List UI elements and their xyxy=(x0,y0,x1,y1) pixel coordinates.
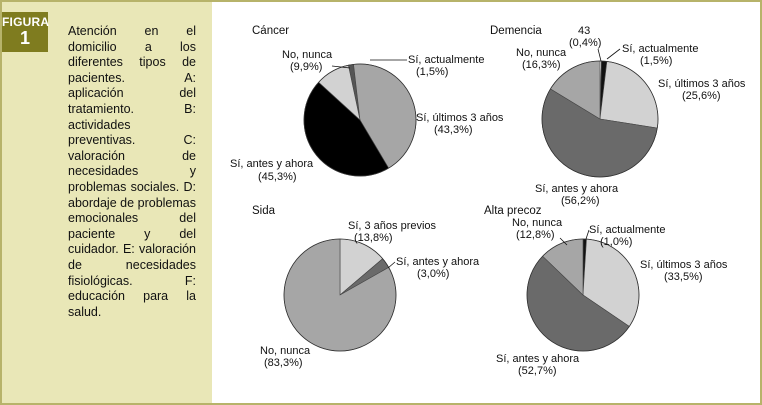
slice-value: (0,4%) xyxy=(569,37,601,49)
slice-value: (1,0%) xyxy=(600,236,632,248)
slice-label: Sí, actualmente xyxy=(622,43,698,55)
chart-alta-precoz: Alta precoz Sí, actualmente (1,0%) Sí, ú… xyxy=(484,205,728,377)
slice-label: Sí, antes y ahora xyxy=(396,256,480,268)
slice-value: (9,9%) xyxy=(290,61,322,73)
slice-label: No, nunca xyxy=(516,47,567,59)
slice-value: (43,3%) xyxy=(434,124,473,136)
slice-label: No, nunca xyxy=(282,49,333,61)
leader-line xyxy=(559,237,568,246)
slice-label: Sí, 3 años previos xyxy=(348,220,437,232)
slice-value: (13,8%) xyxy=(354,232,393,244)
slice-label: Sí, antes y ahora xyxy=(230,158,314,170)
slice-label: Sí, antes y ahora xyxy=(496,353,580,365)
pie-outline xyxy=(541,60,659,178)
pie-outline xyxy=(526,238,640,352)
slice-label: Sí, últimos 3 años xyxy=(416,112,504,124)
slice-value: (12,8%) xyxy=(516,229,555,241)
slice-value: (45,3%) xyxy=(258,171,297,183)
chart-title: Sida xyxy=(252,205,276,217)
slice-value: (1,5%) xyxy=(640,55,672,67)
pie-charts: Cáncer Sí, actualmente (1,5%) Sí, último… xyxy=(230,25,746,377)
slice-label: 43 xyxy=(578,25,590,37)
slice-value: (56,2%) xyxy=(561,195,600,207)
slice-value: (16,3%) xyxy=(522,59,561,71)
leader-line xyxy=(331,65,351,69)
leader-line xyxy=(585,229,590,240)
caption-sidebar: FIGURA 1 Atención en el domicilio a los … xyxy=(2,2,212,403)
slice-value: (3,0%) xyxy=(417,268,449,280)
slice-label: Sí, últimos 3 años xyxy=(658,78,746,90)
slice-label: Sí, antes y ahora xyxy=(535,183,619,195)
slice-value: (33,5%) xyxy=(664,271,703,283)
leader-line xyxy=(606,48,621,60)
slice-label: Sí, actualmente xyxy=(408,54,484,66)
slice-label: No, nunca xyxy=(260,345,311,357)
pie-slice xyxy=(599,61,659,129)
slice-value: (83,3%) xyxy=(264,357,303,369)
chart-title: Alta precoz xyxy=(484,205,542,217)
figure-badge: FIGURA 1 xyxy=(2,12,50,52)
slice-label: Sí, últimos 3 años xyxy=(640,259,728,271)
pie-outline xyxy=(283,238,397,352)
slice-value: (25,6%) xyxy=(682,90,721,102)
figure-number: 1 xyxy=(19,28,30,48)
figure-caption: Atención en el domicilio a los diferente… xyxy=(68,24,196,319)
figure-label: FIGURA xyxy=(2,15,50,29)
chart-sida: Sida Sí, 3 años previos (13,8%) Sí, ante… xyxy=(252,205,480,369)
slice-value: (52,7%) xyxy=(518,365,557,377)
slice-label: Sí, actualmente xyxy=(589,224,665,236)
pie-outline xyxy=(303,63,417,177)
slice-label: No, nunca xyxy=(512,217,563,229)
slice-value: (1,5%) xyxy=(416,66,448,78)
leader-line xyxy=(387,261,396,269)
chart-demencia: Demencia 43 (0,4%) Sí, actualmente (1,5%… xyxy=(490,25,746,207)
chart-cancer: Cáncer Sí, actualmente (1,5%) Sí, último… xyxy=(230,25,504,183)
leader-line xyxy=(597,48,602,62)
chart-title: Demencia xyxy=(490,25,542,37)
chart-title: Cáncer xyxy=(252,25,289,37)
